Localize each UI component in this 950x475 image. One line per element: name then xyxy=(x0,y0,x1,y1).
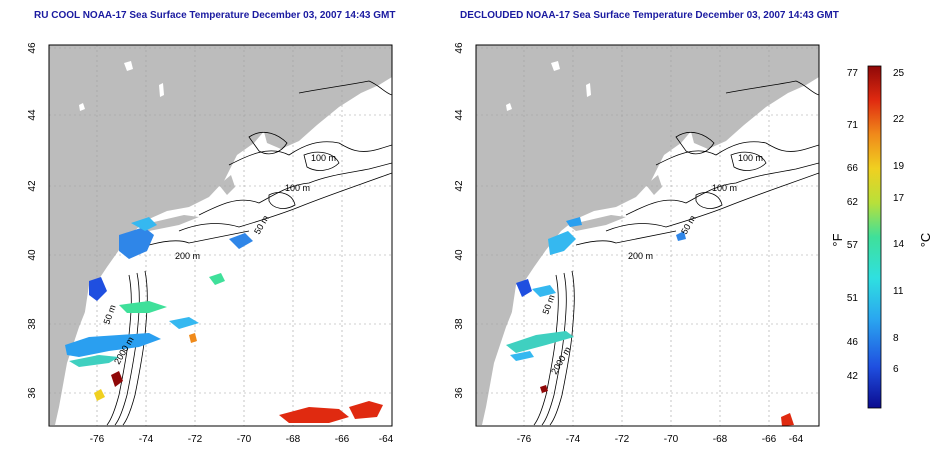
f-tick: 66 xyxy=(847,163,859,174)
right-map-panel: 100 m 100 m 50 m 200 m 50 m 2000 m -76 -… xyxy=(454,42,820,445)
colorbar-fahrenheit-label: °F xyxy=(830,233,845,246)
c-tick: 25 xyxy=(893,68,905,79)
c-tick: 17 xyxy=(893,193,905,204)
c-tick: 19 xyxy=(893,161,905,172)
right-contour-label: 100 m xyxy=(712,183,737,193)
x-tick: -70 xyxy=(664,434,679,445)
left-contour-label: 100 m xyxy=(311,153,336,163)
c-tick: 6 xyxy=(893,364,899,375)
left-sst-patches xyxy=(65,217,383,423)
y-tick: 44 xyxy=(27,109,38,121)
colorbar-gradient xyxy=(867,65,882,409)
colorbar-f-ticks: 77 71 66 62 57 51 46 42 xyxy=(847,68,859,382)
x-tick: -68 xyxy=(713,434,728,445)
y-tick: 36 xyxy=(27,387,38,399)
left-y-ticks: 46 44 42 40 38 36 xyxy=(27,42,38,399)
c-tick: 14 xyxy=(893,239,905,250)
right-panel-title: DECLOUDED NOAA-17 Sea Surface Temperatur… xyxy=(460,10,839,21)
y-tick: 38 xyxy=(27,318,38,330)
x-tick: -72 xyxy=(615,434,630,445)
right-contour-label: 200 m xyxy=(628,251,653,261)
y-tick: 44 xyxy=(454,109,465,121)
f-tick: 77 xyxy=(847,68,859,79)
x-tick: -74 xyxy=(139,434,154,445)
right-map-frame xyxy=(475,44,820,427)
f-tick: 62 xyxy=(847,197,859,208)
c-tick: 11 xyxy=(893,286,904,297)
y-tick: 36 xyxy=(454,387,465,399)
f-tick: 42 xyxy=(847,371,859,382)
x-tick: -66 xyxy=(335,434,350,445)
colorbar-c-ticks: 25 22 19 17 14 11 8 6 xyxy=(893,68,905,375)
colorbar: 77 71 66 62 57 51 46 42 25 22 19 17 14 1… xyxy=(830,65,933,409)
left-contour-label: 100 m xyxy=(285,183,310,193)
y-tick: 42 xyxy=(454,180,465,192)
right-y-ticks: 46 44 42 40 38 36 xyxy=(454,42,465,399)
left-x-ticks: -76 -74 -72 -70 -68 -66 -64 xyxy=(90,434,394,445)
y-tick: 42 xyxy=(27,180,38,192)
y-tick: 46 xyxy=(27,42,38,54)
right-x-ticks: -76 -74 -72 -70 -68 -66 -64 xyxy=(517,434,804,445)
right-grid xyxy=(476,45,819,426)
right-contour-label: 100 m xyxy=(738,153,763,163)
x-tick: -64 xyxy=(379,434,394,445)
x-tick: -76 xyxy=(90,434,105,445)
f-tick: 57 xyxy=(847,240,859,251)
y-tick: 40 xyxy=(27,249,38,261)
y-tick: 46 xyxy=(454,42,465,54)
x-tick: -68 xyxy=(286,434,301,445)
left-map-frame xyxy=(48,44,393,427)
x-tick: -64 xyxy=(789,434,804,445)
colorbar-celsius-label: °C xyxy=(918,233,933,248)
right-sst-patches xyxy=(506,217,794,426)
f-tick: 51 xyxy=(847,293,859,304)
c-tick: 22 xyxy=(893,114,905,125)
y-tick: 40 xyxy=(454,249,465,261)
left-map-panel: 100 m 100 m 50 m 200 m 50 m 2000 m -76 -… xyxy=(27,42,394,445)
x-tick: -66 xyxy=(762,434,777,445)
x-tick: -74 xyxy=(566,434,581,445)
c-tick: 8 xyxy=(893,333,899,344)
f-tick: 71 xyxy=(847,120,859,131)
x-tick: -70 xyxy=(237,434,252,445)
x-tick: -76 xyxy=(517,434,532,445)
left-panel-title: RU COOL NOAA-17 Sea Surface Temperature … xyxy=(34,10,396,21)
left-contour-label: 200 m xyxy=(175,251,200,261)
y-tick: 38 xyxy=(454,318,465,330)
f-tick: 46 xyxy=(847,337,859,348)
x-tick: -72 xyxy=(188,434,203,445)
